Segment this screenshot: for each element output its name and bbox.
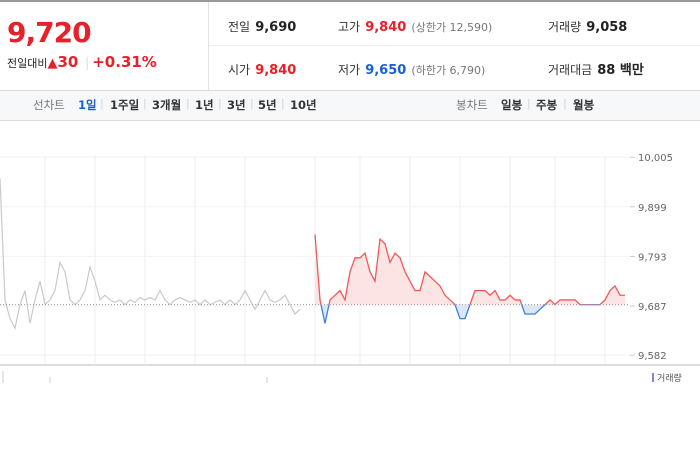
y-tick-label: 9,899: [638, 203, 667, 214]
stat-value: 9,840: [365, 20, 407, 35]
tab[interactable]: 일봉: [501, 98, 523, 112]
stat: 저가 9,650 (하한가 6,790): [338, 59, 485, 78]
tab[interactable]: 1년: [195, 98, 214, 112]
divider: [209, 45, 700, 46]
stat-label: 거래대금: [548, 63, 593, 77]
price-line: [0, 178, 301, 330]
up-icon: ▲: [47, 56, 58, 71]
area-above: [315, 234, 625, 305]
price-line-below: [320, 304, 601, 324]
stat: 거래대금 88 백만: [548, 59, 644, 78]
legend-swatch: [652, 373, 654, 382]
stat-label: 저가: [338, 63, 361, 77]
tab[interactable]: 3개월: [152, 98, 182, 112]
stat: 전일 9,690: [228, 16, 296, 35]
tab-group-label: 봉차트: [456, 98, 488, 112]
stat-note: (하한가 6,790): [411, 64, 486, 77]
tab[interactable]: 1주일: [110, 98, 140, 112]
stat-value: 9,650: [365, 63, 407, 78]
tab[interactable]: 월봉: [573, 98, 595, 112]
sep: |: [186, 97, 190, 110]
tab[interactable]: 3년: [227, 98, 246, 112]
sep: |: [100, 97, 104, 110]
stat: 거래량 9,058: [548, 16, 627, 35]
stat-label: 고가: [338, 20, 361, 34]
tab-group-label: 선차트: [33, 98, 65, 112]
sep: |: [563, 97, 567, 110]
y-tick-label: 10,005: [638, 153, 673, 164]
tab[interactable]: 10년: [290, 98, 317, 112]
change-label: 전일대비: [7, 57, 48, 70]
change-pct: +0.31%: [92, 53, 157, 71]
tab-bar: [0, 90, 700, 121]
y-tick-label: 9,687: [638, 302, 667, 313]
price-line: [314, 234, 625, 305]
y-tick-label: 9,582: [638, 351, 667, 362]
stat-label: 거래량: [548, 20, 582, 34]
sep: |: [281, 97, 285, 110]
change-row: 전일대비▲30 | +0.31%: [7, 53, 157, 71]
top-border: [0, 0, 700, 2]
change: 30: [57, 53, 79, 71]
stat-label: 시가: [228, 63, 251, 77]
sep: |: [250, 97, 254, 110]
stat-value: 9,840: [255, 63, 297, 78]
sep: |: [143, 97, 147, 110]
price: 9,720: [7, 16, 92, 49]
stat: 시가 9,840: [228, 59, 296, 78]
stat-value: 9,690: [255, 20, 297, 35]
stat-label: 전일: [228, 20, 251, 34]
divider: [208, 2, 209, 90]
legend-label: 거래량: [657, 372, 682, 384]
stat-value: 9,058: [586, 20, 628, 35]
stat-note: (상한가 12,590): [411, 21, 493, 34]
stat: 고가 9,840 (상한가 12,590): [338, 16, 492, 35]
sep: |: [527, 97, 531, 110]
chart: 거래량 10,005 9,899 9,793 9,687 9,582: [0, 153, 700, 384]
tab[interactable]: 5년: [258, 98, 277, 112]
sep: |: [85, 56, 90, 70]
tab[interactable]: 주봉: [536, 98, 558, 112]
tab[interactable]: 1일: [78, 98, 97, 112]
stat-value: 88 백만: [597, 63, 644, 78]
sep: |: [218, 97, 222, 110]
y-tick-label: 9,793: [638, 252, 667, 263]
